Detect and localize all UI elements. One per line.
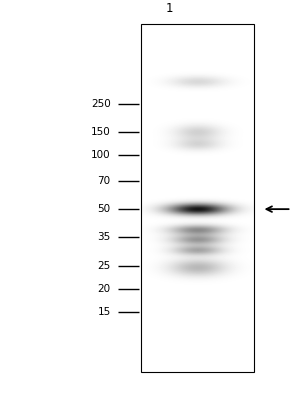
Text: 70: 70 xyxy=(97,176,111,186)
Text: 250: 250 xyxy=(91,99,111,109)
Text: 100: 100 xyxy=(91,150,111,160)
Text: 25: 25 xyxy=(97,261,111,271)
Text: 35: 35 xyxy=(97,232,111,242)
Text: 15: 15 xyxy=(97,307,111,317)
Text: 150: 150 xyxy=(91,127,111,137)
Text: 20: 20 xyxy=(97,284,111,294)
Text: 50: 50 xyxy=(97,204,111,214)
Text: 1: 1 xyxy=(165,2,173,15)
Bar xyxy=(141,24,254,372)
